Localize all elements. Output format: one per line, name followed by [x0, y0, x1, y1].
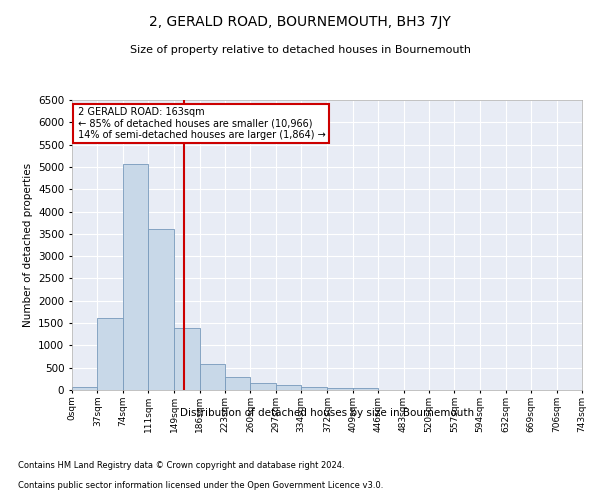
- Text: Distribution of detached houses by size in Bournemouth: Distribution of detached houses by size …: [180, 408, 474, 418]
- Text: Contains HM Land Registry data © Crown copyright and database right 2024.: Contains HM Land Registry data © Crown c…: [18, 461, 344, 470]
- Bar: [301, 386, 328, 390]
- Bar: [72, 386, 97, 390]
- Bar: [97, 318, 123, 390]
- Bar: [328, 388, 353, 390]
- Bar: [276, 386, 301, 390]
- Bar: [148, 230, 174, 390]
- Text: 2 GERALD ROAD: 163sqm
 ← 85% of detached houses are smaller (10,966)
 14% of sem: 2 GERALD ROAD: 163sqm ← 85% of detached …: [76, 106, 326, 140]
- Text: Contains public sector information licensed under the Open Government Licence v3: Contains public sector information licen…: [18, 481, 383, 490]
- Y-axis label: Number of detached properties: Number of detached properties: [23, 163, 32, 327]
- Text: 2, GERALD ROAD, BOURNEMOUTH, BH3 7JY: 2, GERALD ROAD, BOURNEMOUTH, BH3 7JY: [149, 15, 451, 29]
- Bar: [250, 384, 276, 390]
- Bar: [200, 364, 225, 390]
- Bar: [174, 328, 200, 390]
- Bar: [225, 377, 250, 390]
- Text: Size of property relative to detached houses in Bournemouth: Size of property relative to detached ho…: [130, 45, 470, 55]
- Bar: [353, 388, 378, 390]
- Bar: [123, 164, 148, 390]
